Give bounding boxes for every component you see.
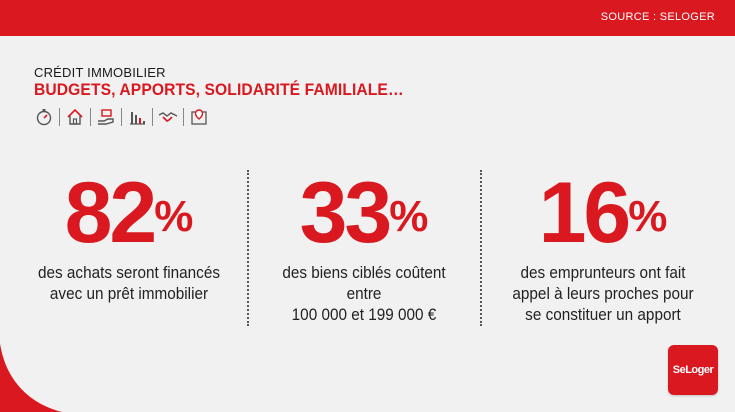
icon-row (34, 107, 209, 127)
bar-chart-icon (127, 107, 147, 127)
icon-divider (152, 108, 153, 126)
icon-divider (183, 108, 184, 126)
column-divider (247, 170, 249, 326)
stat-1-line-2: avec un prêt immobilier (49, 284, 209, 303)
stat-2-line-2: 100 000 et 199 000 € (291, 305, 437, 324)
stat-2-value-wrap: 33% (254, 170, 474, 256)
page-header: CRÉDIT IMMOBILIER BUDGETS, APPORTS, SOLI… (34, 65, 436, 100)
handshake-icon (158, 107, 178, 127)
hand-money-icon (96, 107, 116, 127)
column-divider (480, 170, 482, 326)
stat-1-line-1: des achats seront financés (37, 263, 220, 282)
stat-3-line-1: des emprunteurs ont fait (520, 263, 686, 282)
logo-label: SeLoger (672, 364, 714, 376)
stat-1-value-wrap: 82% (14, 170, 244, 256)
stat-2-line-1: des biens ciblés coûtent entre (282, 263, 446, 303)
corner-decoration (0, 340, 64, 412)
icon-divider (90, 108, 91, 126)
kicker-title: CRÉDIT IMMOBILIER (34, 65, 166, 80)
headline-title: BUDGETS, APPORTS, SOLIDARITÉ FAMILIALE… (34, 80, 404, 99)
stat-2: 33% des biens ciblés coûtent entre 100 0… (254, 170, 474, 325)
stat-1: 82% des achats seront financés avec un p… (14, 170, 244, 304)
stat-2-value: 33 (299, 165, 393, 261)
top-banner: SOURCE : SELOGER (0, 0, 735, 36)
house-icon (65, 107, 85, 127)
stat-3-unit: % (628, 192, 668, 241)
stat-3-value-wrap: 16% (483, 170, 723, 256)
stat-3-line-2: appel à leurs proches pour (512, 284, 694, 303)
stat-2-unit: % (389, 192, 429, 241)
seloger-logo: SeLoger (668, 345, 718, 395)
stat-3-value: 16 (538, 165, 632, 261)
stat-3: 16% des emprunteurs ont fait appel à leu… (483, 170, 723, 325)
source-label: SOURCE : SELOGER (600, 11, 715, 23)
stat-1-value: 82 (64, 165, 158, 261)
map-pin-icon (189, 107, 209, 127)
icon-divider (121, 108, 122, 126)
stat-1-unit: % (154, 192, 194, 241)
stopwatch-icon (34, 107, 54, 127)
icon-divider (59, 108, 60, 126)
stat-3-line-3: se constituer un apport (525, 305, 681, 324)
